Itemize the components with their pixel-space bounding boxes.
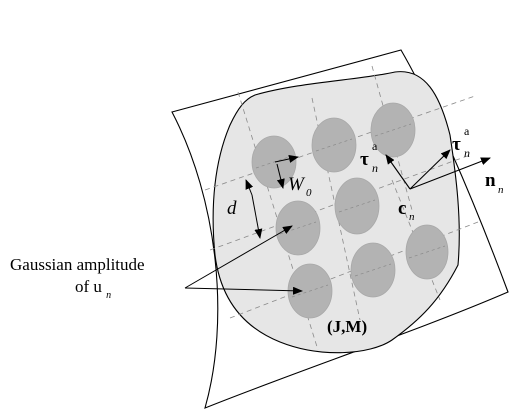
beam-width-subscript: 0 xyxy=(306,187,312,199)
local-frame-vectors xyxy=(385,149,491,190)
spacing-label: d xyxy=(227,198,237,219)
normal-sub: n xyxy=(498,184,504,196)
caption-line-2: of u n xyxy=(75,277,111,301)
caption-line-1: Gaussian amplitude xyxy=(10,255,145,274)
currents-label: (J,M) xyxy=(327,317,367,336)
caption-pointers xyxy=(184,225,303,295)
beam-width-marker xyxy=(274,155,299,189)
center-sub: n xyxy=(409,211,415,223)
gaussian-beams xyxy=(251,102,449,319)
tau-left-sub: n xyxy=(372,161,378,175)
center-label: c xyxy=(398,198,406,219)
tau-right-sub: n xyxy=(464,146,470,160)
normal-label: n xyxy=(485,170,496,191)
beam-width-label: W xyxy=(288,174,306,195)
tau-right-label: τ xyxy=(452,134,461,155)
tau-left-label: τ xyxy=(360,149,369,170)
tau-left-sup: a xyxy=(372,139,378,153)
tau-right-sup: a xyxy=(464,124,470,138)
spacing-marker xyxy=(245,179,263,239)
